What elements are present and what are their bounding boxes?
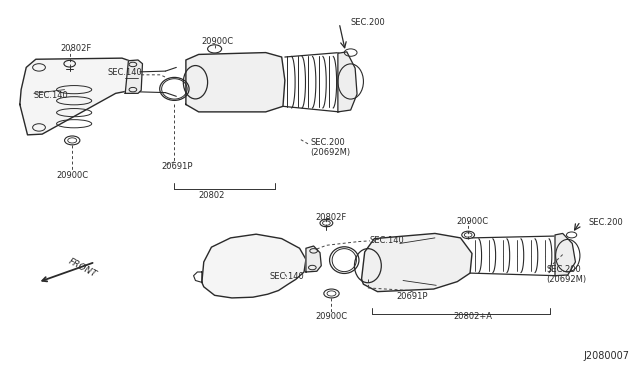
Text: SEC.140: SEC.140: [108, 68, 143, 77]
Text: 20900C: 20900C: [456, 217, 488, 226]
Text: FRONT: FRONT: [67, 257, 98, 279]
Polygon shape: [362, 234, 472, 292]
Text: 20691P: 20691P: [397, 292, 428, 301]
Polygon shape: [125, 60, 143, 93]
Polygon shape: [338, 52, 357, 112]
Polygon shape: [555, 234, 575, 276]
Text: (20692M): (20692M): [310, 148, 351, 157]
Polygon shape: [202, 234, 306, 298]
Text: 20802F: 20802F: [60, 44, 92, 53]
Text: SEC.140: SEC.140: [34, 91, 68, 100]
Text: 20802: 20802: [198, 191, 225, 200]
Text: (20692M): (20692M): [547, 275, 587, 284]
Text: 20900C: 20900C: [202, 37, 234, 46]
Text: SEC.140: SEC.140: [269, 272, 304, 281]
Polygon shape: [306, 246, 321, 272]
Text: SEC.200: SEC.200: [547, 265, 582, 274]
Text: 20900C: 20900C: [316, 312, 348, 321]
Text: J2080007: J2080007: [584, 351, 630, 361]
Text: SEC.140: SEC.140: [370, 236, 404, 246]
Polygon shape: [186, 52, 285, 112]
Text: SEC.200: SEC.200: [351, 19, 385, 28]
Text: SEC.200: SEC.200: [310, 138, 345, 147]
Text: 20900C: 20900C: [56, 171, 88, 180]
Polygon shape: [20, 58, 140, 135]
Text: 20802+A: 20802+A: [454, 312, 493, 321]
Text: 20691P: 20691P: [162, 162, 193, 171]
Text: 20802F: 20802F: [316, 213, 347, 222]
Text: SEC.200: SEC.200: [588, 218, 623, 227]
